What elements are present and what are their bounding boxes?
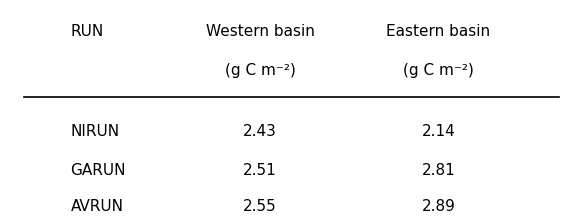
Text: 2.14: 2.14	[422, 124, 455, 139]
Text: 2.55: 2.55	[243, 199, 277, 214]
Text: (g C m⁻²): (g C m⁻²)	[403, 63, 474, 78]
Text: (g C m⁻²): (g C m⁻²)	[225, 63, 296, 78]
Text: 2.89: 2.89	[421, 199, 455, 214]
Text: GARUN: GARUN	[71, 162, 126, 178]
Text: 2.81: 2.81	[422, 162, 455, 178]
Text: AVRUN: AVRUN	[71, 199, 124, 214]
Text: RUN: RUN	[71, 24, 103, 39]
Text: 2.43: 2.43	[243, 124, 277, 139]
Text: Eastern basin: Eastern basin	[387, 24, 491, 39]
Text: NIRUN: NIRUN	[71, 124, 120, 139]
Text: 2.51: 2.51	[243, 162, 277, 178]
Text: Western basin: Western basin	[206, 24, 314, 39]
